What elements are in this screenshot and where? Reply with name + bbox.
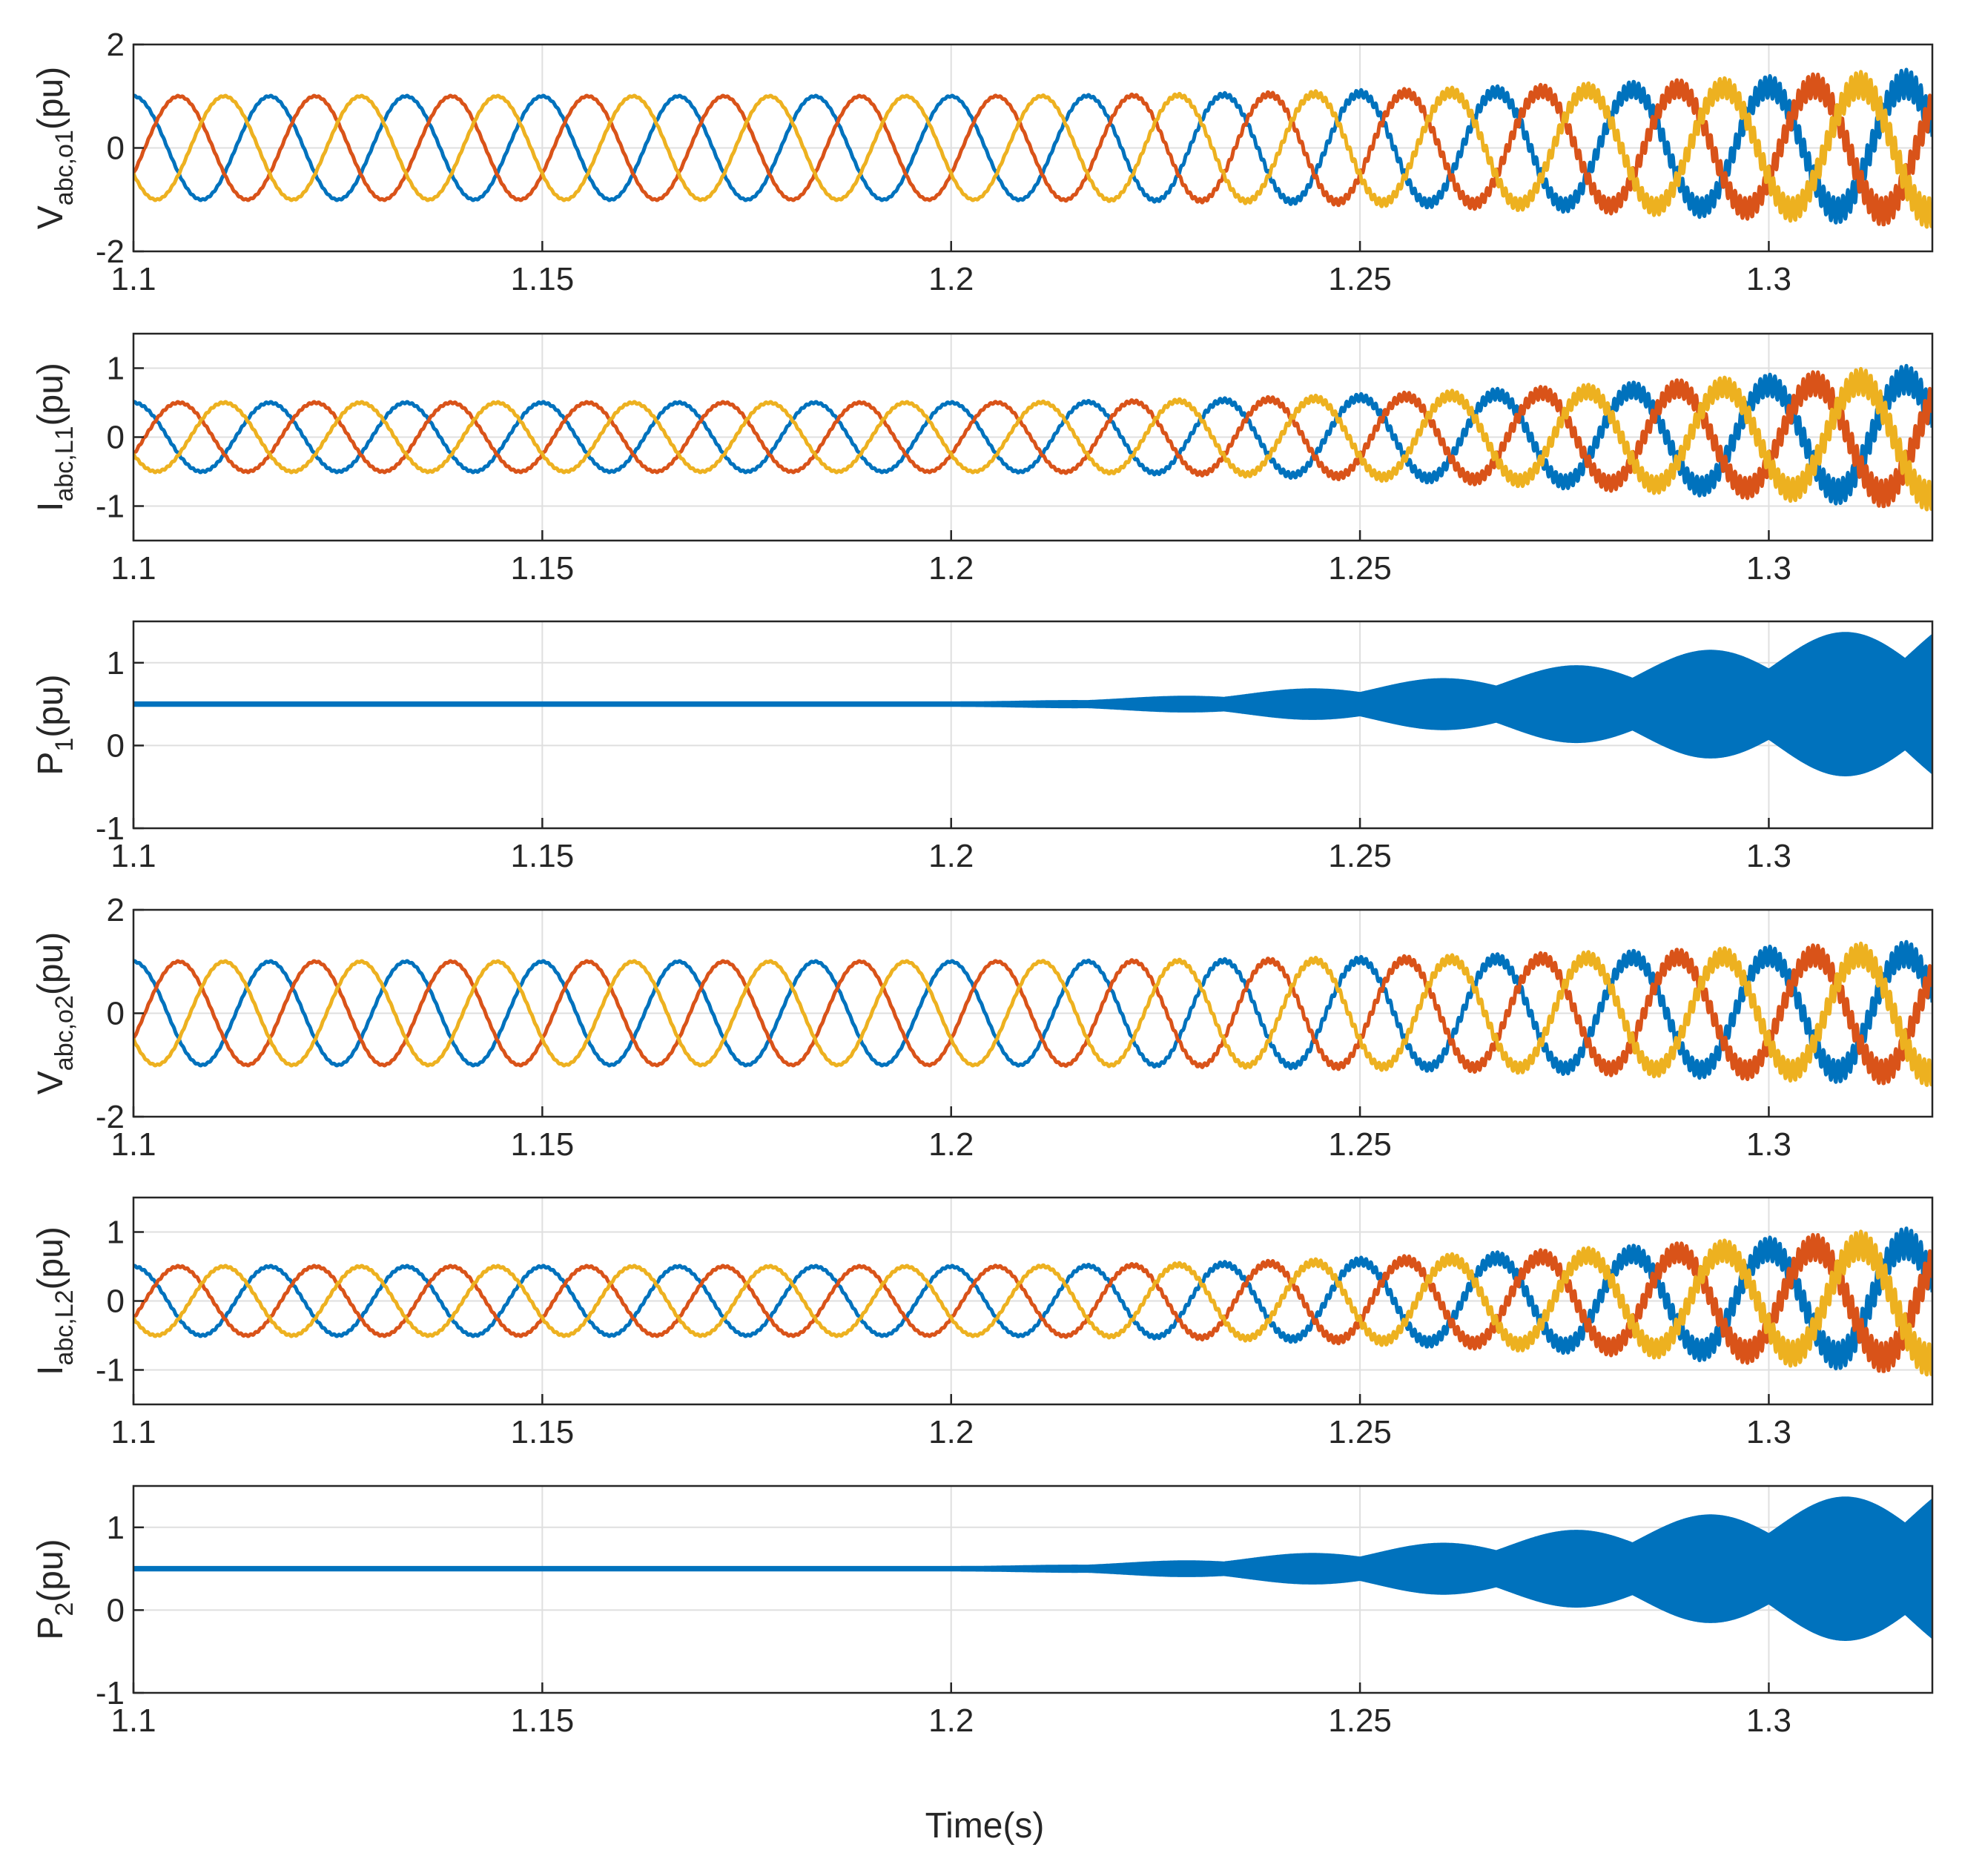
y-tick-label-1: 0 <box>107 1284 125 1320</box>
series-line-phase-a <box>133 67 1932 225</box>
panel-i-abc-l1: 1.1 1.15 1.2 1.25 1.3 -1 0 1 Iabc,L1(pu) <box>31 332 1934 587</box>
y-axis-title-main: V <box>31 1071 70 1094</box>
panel-i-abc-l2: 1.1 1.15 1.2 1.25 1.3 -1 0 1 Iabc,L2(pu) <box>31 1196 1934 1450</box>
series-group <box>133 939 1932 1087</box>
x-tick-label-0: 1.1 <box>110 261 156 297</box>
x-tick-label-4: 1.3 <box>1746 1414 1791 1450</box>
y-axis-title-sub: 2 <box>50 1602 79 1616</box>
x-tick-label-4: 1.3 <box>1746 1702 1791 1739</box>
y-axis-title-unit: (pu) <box>31 1539 70 1602</box>
x-tick-label-1: 1.15 <box>511 1126 575 1163</box>
x-tick-label-0: 1.1 <box>110 1414 156 1450</box>
y-axis-title-main: I <box>31 1366 70 1375</box>
series-group <box>133 1496 1932 1641</box>
x-tick-label-4: 1.3 <box>1746 261 1791 297</box>
x-tick-label-4: 1.3 <box>1746 838 1791 874</box>
panel-v-abc-o2: 1.1 1.15 1.2 1.25 1.3 -2 0 2 Vabc,o2(pu) <box>31 892 1934 1163</box>
y-axis-title-main: I <box>31 502 70 512</box>
series-group <box>133 363 1932 512</box>
x-tick-label-4: 1.3 <box>1746 1126 1791 1163</box>
y-axis-title-sub: abc,o1 <box>50 130 79 205</box>
panel-p-2: 1.1 1.15 1.2 1.25 1.3 -1 0 1 P2(pu) <box>31 1484 1934 1739</box>
y-axis-title-unit: (pu) <box>31 67 70 130</box>
series-group <box>133 1226 1932 1377</box>
y-axis-title-unit: (pu) <box>31 363 70 426</box>
series-line-phase-a <box>133 939 1932 1084</box>
x-tick-label-0: 1.1 <box>110 550 156 587</box>
y-axis-title-main: V <box>31 205 70 229</box>
x-tick-label-1: 1.15 <box>511 1702 575 1739</box>
y-axis-title: Iabc,L1(pu) <box>31 363 79 512</box>
y-axis-title-unit: (pu) <box>31 932 70 995</box>
y-axis-title-sub: abc,L2 <box>50 1289 79 1365</box>
series-line-phase-c <box>133 366 1932 512</box>
y-axis-title: Vabc,o2(pu) <box>31 932 79 1094</box>
y-axis-title: Iabc,L2(pu) <box>31 1226 79 1375</box>
y-axis-title-sub: 1 <box>50 738 79 752</box>
y-axis-title-main: P <box>31 1616 70 1640</box>
y-axis-title-unit: (pu) <box>31 674 70 737</box>
y-axis-title: Vabc,o1(pu) <box>31 67 79 229</box>
series-group <box>133 67 1932 229</box>
x-tick-label-3: 1.25 <box>1328 1126 1392 1163</box>
y-axis-title: P2(pu) <box>31 1539 79 1639</box>
series-line-phase-a <box>133 363 1932 506</box>
x-tick-label-1: 1.15 <box>511 1414 575 1450</box>
y-axis-title-unit: (pu) <box>31 1226 70 1289</box>
series-line-phase-c <box>133 70 1932 229</box>
x-tick-label-3: 1.25 <box>1328 261 1392 297</box>
x-tick-label-2: 1.2 <box>928 838 974 874</box>
y-tick-label-1: 0 <box>107 131 125 167</box>
y-tick-label-0: -2 <box>96 234 125 270</box>
x-tick-label-3: 1.25 <box>1328 1702 1392 1739</box>
y-tick-label-2: 2 <box>107 892 125 928</box>
y-tick-label-0: -1 <box>96 489 125 525</box>
x-tick-label-0: 1.1 <box>110 1702 156 1739</box>
y-tick-label-2: 1 <box>107 351 125 387</box>
x-tick-label-0: 1.1 <box>110 1126 156 1163</box>
axes-box <box>132 1484 1934 1694</box>
x-tick-label-2: 1.2 <box>928 261 974 297</box>
panel-v-abc-o1: 1.1 1.15 1.2 1.25 1.3 -2 0 2 Vabc,o1(pu) <box>31 27 1934 297</box>
y-tick-label-2: 1 <box>107 1510 125 1546</box>
x-tick-label-2: 1.2 <box>928 1702 974 1739</box>
y-axis-title: P1(pu) <box>31 674 79 775</box>
series-line-phase-a <box>133 1226 1932 1371</box>
x-tick-label-4: 1.3 <box>1746 550 1791 587</box>
y-tick-label-1: 0 <box>107 420 125 456</box>
y-tick-label-1: 0 <box>107 1592 125 1628</box>
x-tick-label-3: 1.25 <box>1328 1414 1392 1450</box>
x-tick-label-2: 1.2 <box>928 550 974 587</box>
y-axis-title-sub: abc,L1 <box>50 426 79 501</box>
series-line-phase-c <box>133 1229 1932 1377</box>
y-axis-title-main: P <box>31 752 70 776</box>
x-tick-label-0: 1.1 <box>110 838 156 874</box>
x-tick-label-2: 1.2 <box>928 1414 974 1450</box>
series-band-p2 <box>133 1496 1932 1641</box>
series-group <box>133 632 1932 776</box>
y-tick-label-1: 0 <box>107 996 125 1032</box>
y-tick-label-1: 0 <box>107 727 125 764</box>
x-tick-label-1: 1.15 <box>511 550 575 587</box>
y-tick-label-2: 1 <box>107 1215 125 1251</box>
y-tick-label-0: -1 <box>96 810 125 847</box>
axes-box <box>132 620 1934 830</box>
x-tick-label-3: 1.25 <box>1328 550 1392 587</box>
y-tick-label-0: -2 <box>96 1099 125 1135</box>
x-axis-title: Time(s) <box>925 1806 1045 1846</box>
x-tick-label-1: 1.15 <box>511 261 575 297</box>
y-tick-label-2: 1 <box>107 645 125 681</box>
y-tick-label-2: 2 <box>107 27 125 63</box>
x-tick-label-1: 1.15 <box>511 838 575 874</box>
y-axis-title-sub: abc,o2 <box>50 995 79 1071</box>
y-tick-label-0: -1 <box>96 1352 125 1389</box>
x-tick-label-2: 1.2 <box>928 1126 974 1163</box>
series-line-phase-c <box>133 941 1932 1087</box>
series-band-p1 <box>133 632 1932 776</box>
x-tick-label-3: 1.25 <box>1328 838 1392 874</box>
y-tick-label-0: -1 <box>96 1675 125 1711</box>
